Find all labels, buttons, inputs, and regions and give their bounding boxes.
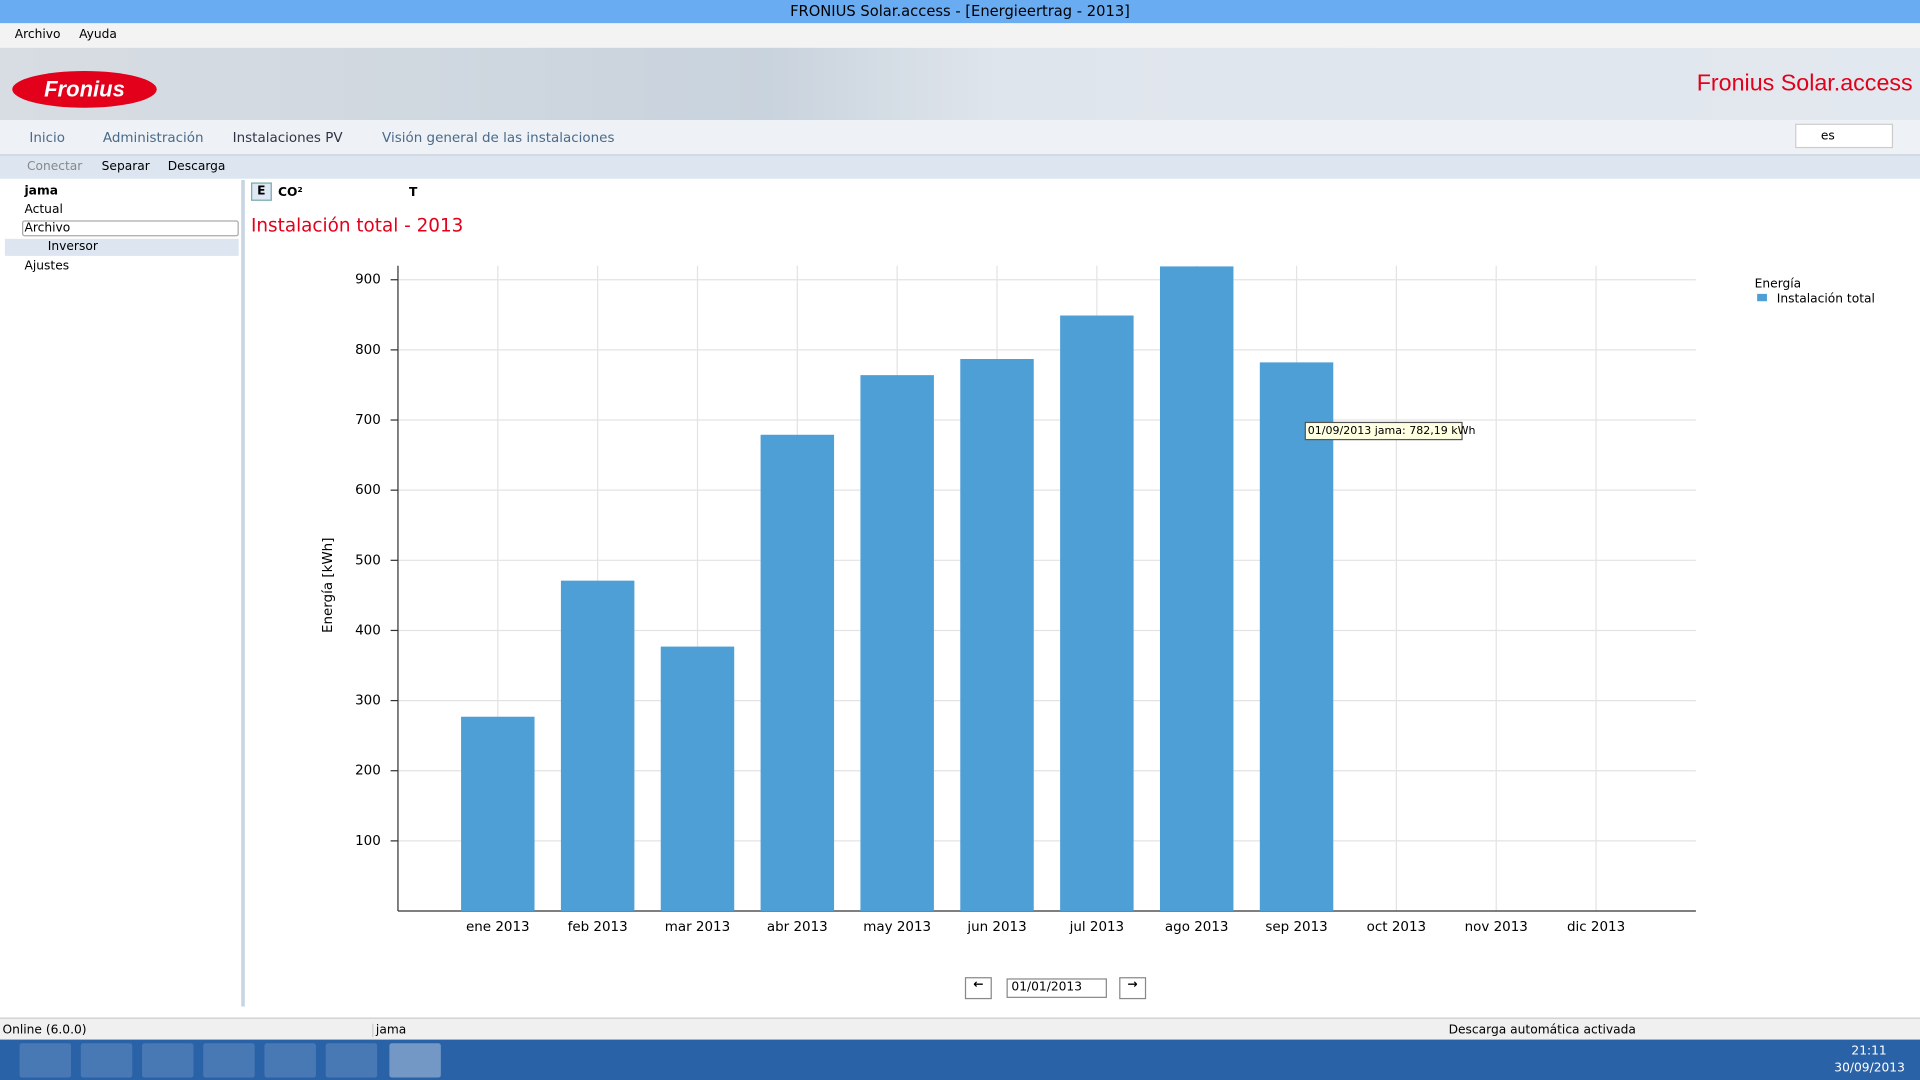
x-tick-label: abr 2013 <box>767 920 828 935</box>
tree-root[interactable]: jama <box>24 184 58 199</box>
nav-tab[interactable]: Instalaciones PV <box>232 129 343 146</box>
taskbar-icon[interactable] <box>325 1043 378 1078</box>
banner <box>0 47 1920 121</box>
nav-tab[interactable]: Inicio <box>29 129 66 146</box>
x-tick-label: oct 2013 <box>1367 920 1426 935</box>
y-tick-label: 900 <box>355 273 381 288</box>
bar <box>960 359 1034 912</box>
taskbar-icon[interactable] <box>80 1043 133 1078</box>
status-text: jama <box>372 1023 406 1038</box>
y-axis-label: Energía [kWh] <box>320 538 336 634</box>
bar <box>560 580 635 912</box>
status-text: Descarga automática activada <box>1448 1023 1636 1038</box>
nav-tab[interactable]: Administración <box>102 129 204 146</box>
y-tick-label: 700 <box>355 413 381 428</box>
chart-tool[interactable]: T <box>408 186 418 200</box>
nav-bar: Inicio Administración Instalaciones PV V… <box>0 120 1920 156</box>
taskbar: 21:11 30/09/2013 <box>0 1039 1920 1080</box>
chart-tool[interactable]: E <box>251 182 272 201</box>
x-tick-label: mar 2013 <box>665 920 730 935</box>
brand: Fronius Solar.access <box>1696 71 1913 97</box>
toolbar: Conectar Separar Descarga <box>0 155 1920 179</box>
clock-date: 30/09/2013 <box>1834 1061 1905 1076</box>
taskbar-icon[interactable] <box>389 1043 441 1078</box>
menu-item[interactable]: Ayuda <box>79 28 117 42</box>
x-tick-label: feb 2013 <box>568 920 628 935</box>
language-select[interactable]: es <box>1795 123 1894 149</box>
tree-item[interactable]: Ajustes <box>24 259 70 274</box>
prev-button[interactable]: ← <box>964 977 992 1000</box>
bar <box>1060 315 1134 912</box>
tool-button[interactable]: Conectar <box>26 160 83 174</box>
bar <box>1159 266 1234 912</box>
chart-tool[interactable]: CO² <box>277 186 303 200</box>
x-tick-label: jun 2013 <box>966 920 1026 935</box>
tree-item[interactable]: Actual <box>24 203 63 217</box>
y-tick-label: 600 <box>355 483 381 498</box>
tooltip-box <box>1304 421 1463 441</box>
y-tick-label: 800 <box>355 343 381 358</box>
bar <box>1259 362 1334 912</box>
logo: Fronius <box>12 71 157 108</box>
taskbar-icon[interactable] <box>19 1043 72 1078</box>
bar <box>860 375 934 912</box>
bar <box>760 434 835 912</box>
menu-item[interactable]: Archivo <box>14 28 61 42</box>
menu-bar: Archivo Ayuda <box>0 23 1920 48</box>
y-tick-label: 200 <box>355 764 381 779</box>
status-bar: Online (6.0.0) jama Descarga automática … <box>0 1017 1920 1041</box>
tree-item[interactable]: Archivo <box>22 220 239 237</box>
status-text: Online (6.0.0) <box>2 1023 87 1038</box>
y-tick-label: 100 <box>355 834 381 849</box>
x-tick-label: ago 2013 <box>1165 920 1229 935</box>
clock-time: 21:11 <box>1851 1044 1887 1058</box>
tree-item[interactable]: Inversor <box>4 238 239 256</box>
bar <box>461 716 535 912</box>
legend-title: Energía <box>1755 277 1802 291</box>
tool-button[interactable]: Descarga <box>167 160 226 174</box>
x-tick-label: sep 2013 <box>1265 920 1327 935</box>
x-tick-label: jul 2013 <box>1069 920 1125 935</box>
x-tick-label: may 2013 <box>863 920 931 935</box>
legend-label: Instalación total <box>1777 291 1875 305</box>
tree: jama Actual Archivo Inversor Ajustes <box>0 180 245 1007</box>
legend-swatch <box>1757 293 1767 302</box>
date-picker[interactable]: 01/01/2013 <box>1006 978 1107 998</box>
y-tick-label: 400 <box>355 623 381 638</box>
taskbar-icon[interactable] <box>264 1043 316 1078</box>
bar <box>660 646 735 912</box>
chart-title: Instalación total - 2013 <box>251 216 463 237</box>
next-button[interactable]: → <box>1119 977 1147 1000</box>
nav-tab[interactable]: Visión general de las instalaciones <box>382 129 615 146</box>
tool-button[interactable]: Separar <box>101 160 150 174</box>
x-tick-label: dic 2013 <box>1567 920 1625 935</box>
x-tick-label: ene 2013 <box>466 920 530 935</box>
chart: Instalación total - 2013 Energía [kWh] E… <box>251 216 1875 935</box>
title-bar: FRONIUS Solar.access - [Energieertrag - … <box>0 0 1920 24</box>
x-tick-label: nov 2013 <box>1465 920 1528 935</box>
tooltip-text: 01/09/2013 jama: 782,19 kWh <box>1308 424 1476 437</box>
taskbar-icon[interactable] <box>142 1043 194 1078</box>
y-tick-label: 300 <box>355 694 381 709</box>
y-tick-label: 500 <box>355 553 381 568</box>
taskbar-icon[interactable] <box>203 1043 255 1078</box>
